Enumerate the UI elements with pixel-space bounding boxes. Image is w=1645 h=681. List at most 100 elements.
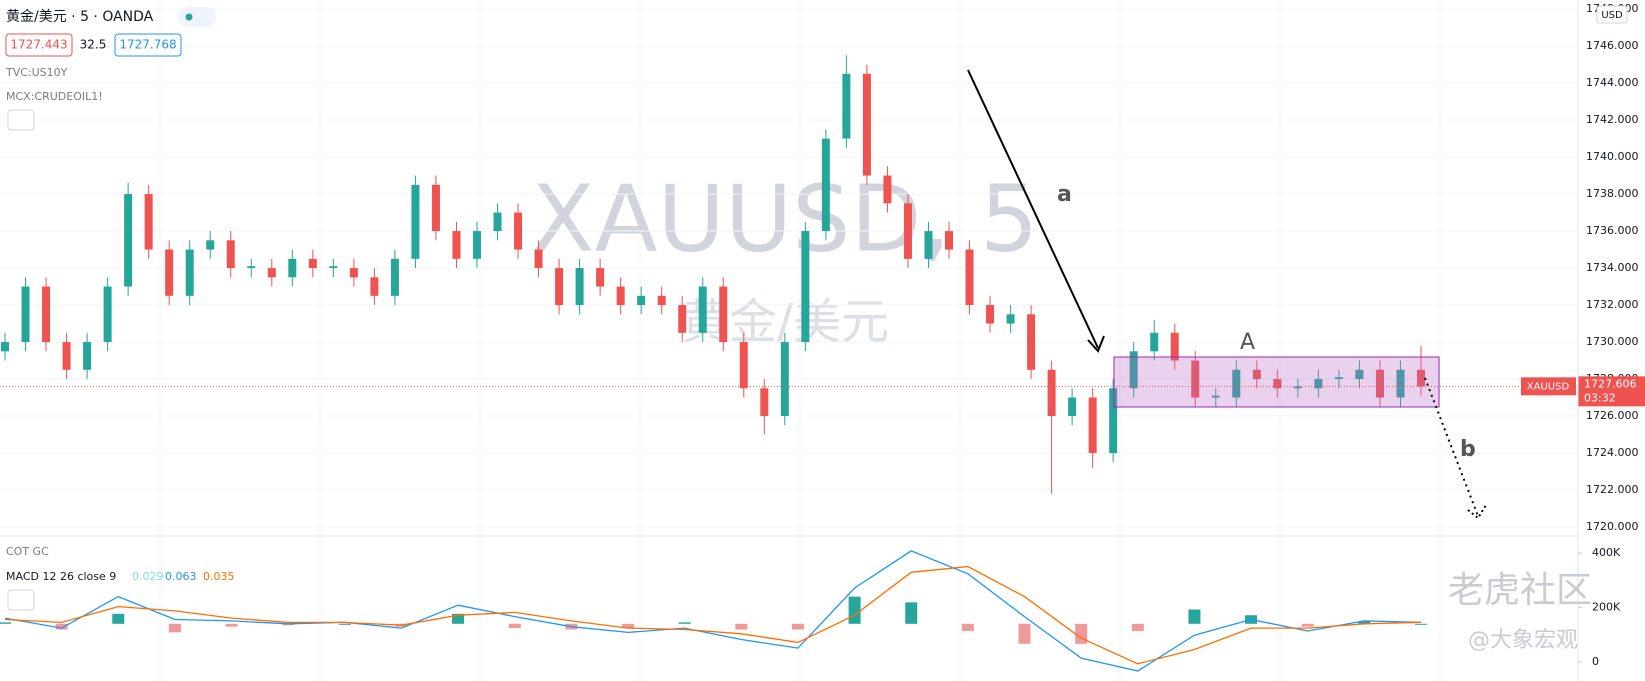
candle-body bbox=[821, 138, 830, 232]
bid-box[interactable] bbox=[5, 33, 73, 57]
candle-body bbox=[431, 184, 440, 232]
collapse-button[interactable] bbox=[7, 109, 35, 131]
candle-body bbox=[698, 286, 707, 333]
candle-body bbox=[1211, 395, 1220, 398]
candle-body bbox=[575, 268, 584, 306]
vgrid bbox=[159, 0, 1441, 681]
histogram-bar bbox=[452, 613, 465, 624]
legend-value: 0.063 bbox=[165, 570, 197, 583]
candle-body bbox=[1, 342, 9, 352]
y-tick-label: 1746.000 bbox=[1586, 39, 1639, 52]
candle-body bbox=[165, 249, 174, 296]
y-tick-label: 200K bbox=[1592, 600, 1621, 613]
candle-body bbox=[1068, 397, 1077, 417]
candle-body bbox=[924, 231, 933, 259]
candle-body bbox=[678, 305, 687, 333]
candle-body bbox=[124, 194, 133, 287]
candle-body bbox=[596, 268, 605, 287]
status-pill[interactable] bbox=[178, 7, 216, 27]
candle-body bbox=[1027, 314, 1036, 370]
histogram-bar bbox=[1188, 609, 1201, 624]
y-tick-label: 400K bbox=[1592, 546, 1621, 559]
candle-body bbox=[657, 295, 666, 306]
histogram-bar bbox=[622, 623, 635, 629]
candle-body bbox=[473, 231, 481, 259]
y-tick-label: 1730.000 bbox=[1586, 335, 1639, 348]
candle-body bbox=[144, 194, 153, 250]
candle-body bbox=[965, 249, 974, 306]
macd-title: MACD 12 26 close 9 bbox=[6, 570, 116, 583]
arrow-b bbox=[1424, 377, 1479, 517]
label-b: b bbox=[1460, 437, 1476, 462]
candle-body bbox=[616, 286, 625, 306]
candle-body bbox=[206, 240, 215, 250]
signal-line bbox=[4, 565, 1422, 665]
ask-box[interactable] bbox=[114, 33, 182, 57]
candle-body bbox=[1047, 369, 1056, 417]
y-tick-label: 1726.000 bbox=[1586, 409, 1639, 422]
histogram-bar bbox=[791, 623, 804, 630]
label-A: A bbox=[1240, 330, 1255, 355]
currency-box[interactable] bbox=[1596, 5, 1628, 24]
candle-body bbox=[288, 258, 297, 278]
candle-body bbox=[862, 73, 871, 176]
candle-body bbox=[719, 286, 728, 343]
histogram-bar bbox=[1358, 620, 1371, 624]
histogram-bar bbox=[961, 623, 974, 631]
candle-body bbox=[739, 342, 748, 389]
candle-body bbox=[1170, 332, 1179, 361]
collapse-button[interactable] bbox=[7, 589, 35, 611]
histogram-bar bbox=[338, 623, 351, 625]
candle-body bbox=[1232, 369, 1241, 398]
study: COT GC bbox=[6, 545, 49, 558]
candle-body bbox=[1396, 369, 1405, 398]
histogram-bar bbox=[282, 623, 295, 626]
candle-body bbox=[1355, 369, 1364, 380]
overlay[interactable]: MCX:CRUDEOIL1! bbox=[6, 90, 103, 103]
candle-body bbox=[514, 212, 523, 250]
author: @大象宏观 bbox=[1468, 628, 1578, 653]
histogram-bar bbox=[1415, 623, 1427, 625]
candle-body bbox=[349, 268, 358, 278]
spread: 32.5 bbox=[80, 38, 107, 52]
y-tick-label: 1722.000 bbox=[1586, 483, 1639, 496]
candle-body bbox=[534, 249, 543, 269]
y-tick-label: 1742.000 bbox=[1586, 113, 1639, 126]
macd-pane: 400K 200K 0 bbox=[0, 546, 1621, 672]
label-a: a bbox=[1057, 182, 1072, 207]
candle-body bbox=[760, 388, 769, 417]
candle-body bbox=[411, 184, 420, 259]
candle-body bbox=[986, 305, 995, 324]
candle-body bbox=[842, 73, 851, 139]
y-tick-label: 0 bbox=[1592, 655, 1599, 668]
ask: 1727.768 bbox=[119, 38, 176, 52]
candle-body bbox=[329, 266, 338, 269]
candle-body bbox=[1273, 379, 1282, 389]
histogram-bar bbox=[508, 623, 521, 629]
y-tick-label: 1724.000 bbox=[1586, 446, 1639, 459]
histogram-bar bbox=[1301, 623, 1314, 627]
candle-body bbox=[42, 286, 51, 343]
candle-body bbox=[21, 286, 30, 343]
candle-body bbox=[1314, 379, 1323, 389]
candle-body bbox=[1109, 388, 1118, 454]
macd-line bbox=[4, 550, 1422, 672]
arrow-head bbox=[1087, 335, 1105, 353]
candle-body bbox=[780, 342, 789, 417]
candle-body bbox=[1375, 369, 1384, 398]
candle-body bbox=[83, 342, 92, 370]
arrow-a bbox=[967, 69, 1099, 349]
histogram-bar bbox=[1018, 623, 1031, 644]
symbol: 黄金/美元 · 5 · OANDA bbox=[6, 8, 154, 25]
symbol-tag-text: XAUUSD bbox=[1527, 381, 1570, 392]
candle-body bbox=[267, 268, 276, 278]
histogram-bar bbox=[735, 623, 748, 630]
overlay[interactable]: TVC:US10Y bbox=[5, 66, 68, 79]
price-pane: 1720.0001722.0001724.0001726.0001728.000… bbox=[0, 2, 1645, 533]
currency: USD bbox=[1601, 10, 1623, 21]
symbol-tag bbox=[1521, 377, 1576, 396]
candle-body bbox=[1252, 369, 1261, 380]
candle-body bbox=[1293, 386, 1302, 389]
candle-body bbox=[247, 266, 256, 269]
y-tick-label: 1740.000 bbox=[1586, 150, 1639, 163]
